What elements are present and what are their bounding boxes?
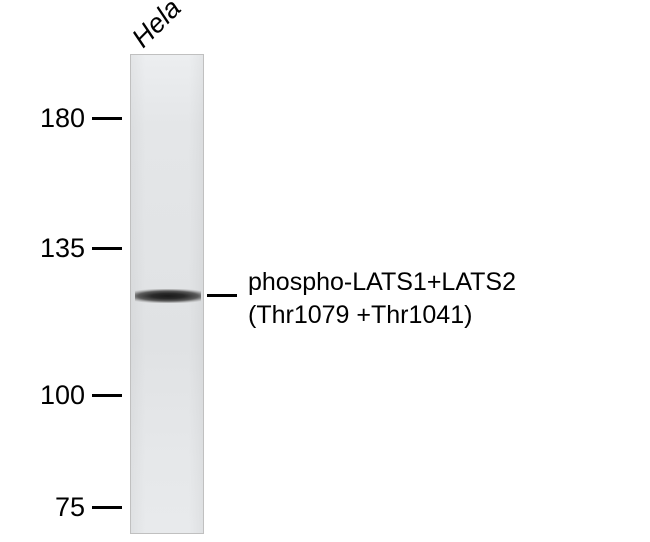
sample-label-hela: Hela xyxy=(126,0,187,54)
band-label-line1: phospho-LATS1+LATS2 xyxy=(248,268,516,297)
marker-180-label: 180 xyxy=(35,103,85,134)
marker-180-tick xyxy=(92,117,122,120)
marker-135-tick xyxy=(92,247,122,250)
marker-135-label: 135 xyxy=(35,233,85,264)
marker-75-label: 75 xyxy=(48,492,85,523)
band-pointer-tick xyxy=(207,294,237,297)
blot-lane xyxy=(130,54,204,534)
marker-75-tick xyxy=(92,506,122,509)
marker-100-tick xyxy=(92,394,122,397)
marker-100-label: 100 xyxy=(35,380,85,411)
protein-band xyxy=(135,289,201,303)
band-label-line2: (Thr1079 +Thr1041) xyxy=(248,301,472,330)
